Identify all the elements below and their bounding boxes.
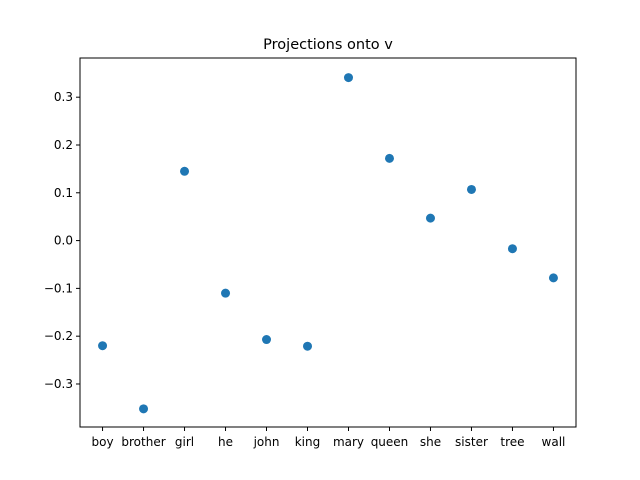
y-tick-label: 0.3	[54, 90, 73, 104]
y-tick-label: 0.1	[54, 186, 73, 200]
x-tick-label-queen: queen	[371, 435, 409, 449]
x-tick-label-wall: wall	[542, 435, 566, 449]
x-tick-label-she: she	[420, 435, 441, 449]
x-tick-label-tree: tree	[500, 435, 524, 449]
y-tick-label: 0.0	[54, 234, 73, 248]
y-axis: −0.3 −0.2 −0.1 0.0 0.1 0.2 0.3	[44, 90, 80, 391]
data-point-he	[221, 288, 231, 298]
y-tick-label: 0.2	[54, 138, 73, 152]
x-tick-label-he: he	[218, 435, 233, 449]
data-point-she	[425, 213, 435, 223]
plot-frame	[79, 57, 577, 428]
chart-title: Projections onto v	[263, 37, 393, 53]
data-point-brother	[139, 404, 149, 414]
data-point-boy	[98, 341, 108, 351]
y-tick-label: −0.3	[44, 377, 73, 391]
y-tick-label: −0.1	[44, 281, 73, 295]
data-point-mary	[343, 73, 353, 83]
x-tick-label-brother: brother	[121, 435, 165, 449]
data-point-girl	[180, 166, 190, 176]
x-tick-label-boy: boy	[92, 435, 114, 449]
x-tick-label-mary: mary	[333, 435, 364, 449]
x-tick-label-king: king	[295, 435, 321, 449]
data-point-tree	[507, 244, 517, 254]
x-tick-label-sister: sister	[455, 435, 488, 449]
x-axis: boy brother girl he john king mary queen she sist…	[92, 427, 566, 449]
data-point-john	[262, 335, 272, 345]
data-point-king	[303, 341, 313, 351]
y-tick-label: −0.2	[44, 329, 73, 343]
data-point-queen	[384, 153, 394, 163]
data-points	[98, 73, 558, 414]
data-point-wall	[548, 273, 558, 283]
x-tick-label-girl: girl	[175, 435, 194, 449]
x-tick-label-john: john	[253, 435, 280, 449]
data-point-sister	[466, 184, 476, 194]
